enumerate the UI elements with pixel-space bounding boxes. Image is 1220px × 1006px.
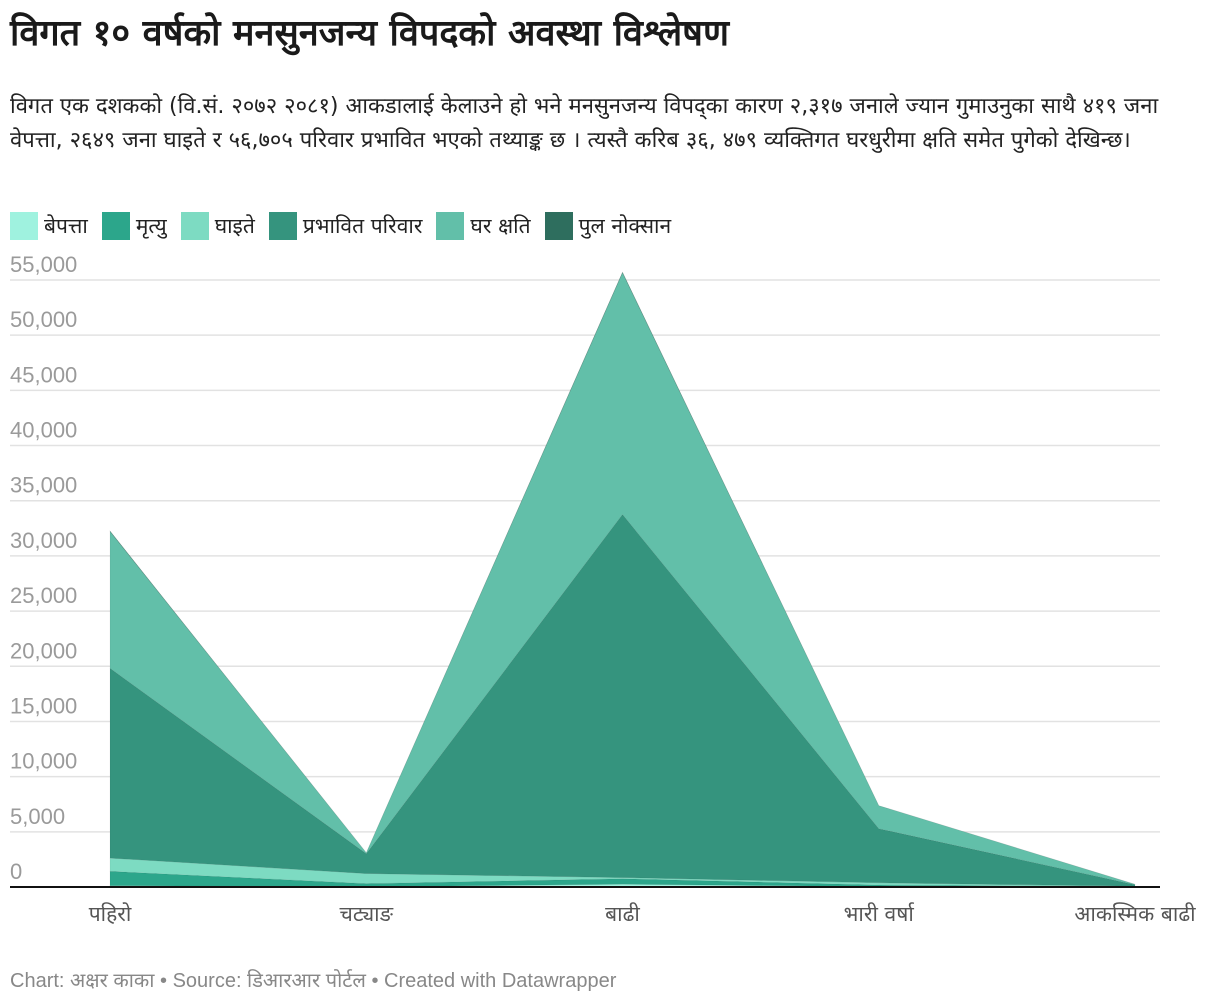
x-tick-label: भारी वर्षा: [844, 902, 915, 926]
legend-swatch: [10, 212, 38, 240]
y-tick-label: 40,000: [10, 418, 77, 443]
x-tick-label: चट्याङ: [340, 902, 394, 926]
legend-item: प्रभावित परिवार: [268, 212, 423, 240]
legend-item: घर क्षति: [436, 212, 531, 240]
legend-label: प्रभावित परिवार: [302, 214, 423, 238]
y-tick-label: 50,000: [10, 307, 77, 332]
area-series-3: [109, 514, 1136, 887]
y-tick-label: 35,000: [10, 473, 77, 498]
legend-item: पुल नोक्सान: [544, 212, 672, 240]
legend-swatch: [101, 212, 130, 240]
legend-swatch: [436, 212, 465, 240]
y-tick-label: 25,000: [10, 583, 77, 608]
legend-label: पुल नोक्सान: [578, 214, 672, 238]
stacked-area-chart: 55,000 50,000 45,000 40,000 35,000 30,000 25,0…: [10, 252, 1196, 926]
y-tick-label: 30,000: [10, 528, 77, 553]
y-tick-label: 10,000: [10, 749, 77, 774]
chart-legend: बेपत्ता मृत्यु घाइते प्रभावित परिवार घर क्षत…: [10, 212, 685, 240]
y-tick-label: 15,000: [10, 693, 77, 718]
area-series-5: [109, 271, 1136, 885]
y-tick-label: 20,000: [10, 638, 77, 663]
x-tick-label: पहिरो: [89, 902, 132, 926]
legend-swatch: [180, 212, 209, 240]
y-tick-label: 0: [10, 859, 22, 884]
legend-label: घर क्षति: [470, 214, 531, 238]
x-tick-label: आकस्मिक बाढी: [1074, 902, 1196, 926]
legend-label: बेपत्ता: [44, 214, 88, 238]
legend-item: मृत्यु: [101, 212, 167, 240]
y-tick-label: 55,000: [10, 252, 77, 277]
y-tick-label: 5,000: [10, 804, 65, 829]
legend-label: मृत्यु: [135, 214, 167, 238]
legend-item: बेपत्ता: [10, 212, 88, 240]
legend-swatch: [268, 212, 297, 240]
x-tick-label: बाढी: [605, 902, 640, 926]
chart-description: विगत एक दशकको (वि.सं. २०७२ २०८१) आकडालाई…: [10, 94, 1159, 153]
chart-title: विगत १० वर्षको मनसुनजन्य विपदको अवस्था व…: [10, 13, 730, 54]
legend-swatch: [544, 212, 573, 240]
y-tick-label: 45,000: [10, 362, 77, 387]
chart-footer: Chart: अक्षर काका • Source: डिआरआर पोर्ट…: [10, 970, 617, 992]
legend-label: घाइते: [214, 214, 255, 238]
legend-item: घाइते: [180, 212, 255, 240]
